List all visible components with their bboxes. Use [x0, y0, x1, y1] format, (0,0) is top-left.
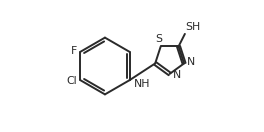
- Text: NH: NH: [133, 79, 150, 89]
- Text: N: N: [187, 57, 196, 67]
- Text: N: N: [173, 70, 181, 80]
- Text: Cl: Cl: [66, 76, 77, 86]
- Text: S: S: [155, 34, 162, 44]
- Text: F: F: [70, 46, 77, 56]
- Text: SH: SH: [186, 22, 201, 32]
